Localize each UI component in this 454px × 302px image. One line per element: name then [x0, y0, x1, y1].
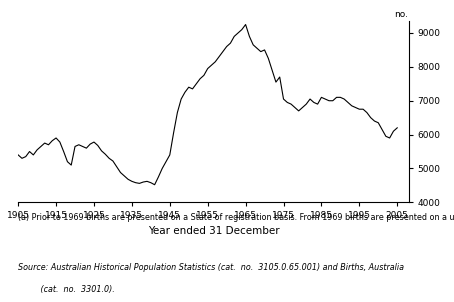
X-axis label: Year ended 31 December: Year ended 31 December — [148, 226, 279, 236]
Text: Source: Australian Historical Population Statistics (cat.  no.  3105.0.65.001) a: Source: Australian Historical Population… — [18, 263, 404, 272]
Text: (cat.  no.  3301.0).: (cat. no. 3301.0). — [18, 285, 115, 294]
Text: (a) Prior to 1969 births are presented on a State of registration basis. From 19: (a) Prior to 1969 births are presented o… — [18, 213, 454, 222]
Text: no.: no. — [395, 10, 409, 19]
